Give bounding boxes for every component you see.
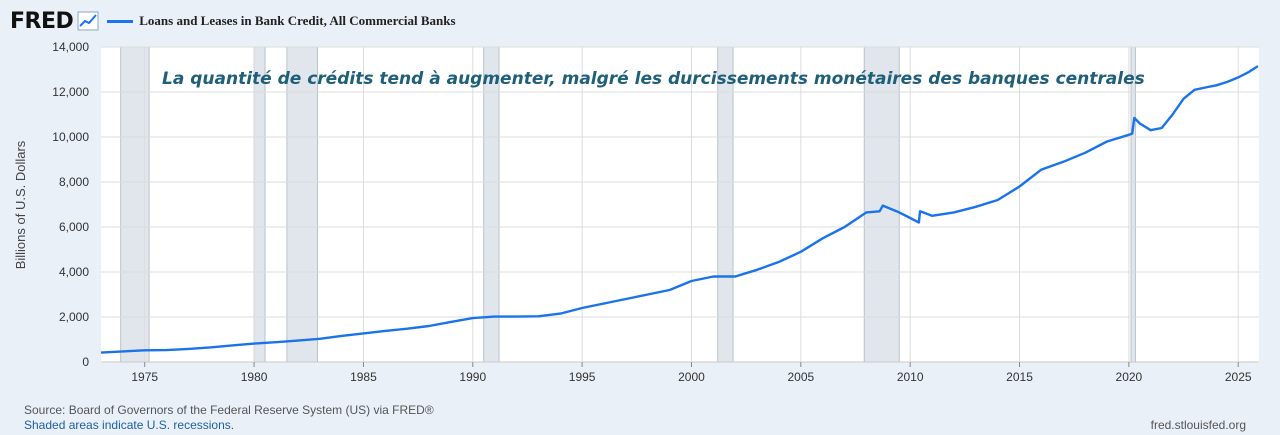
legend-swatch [107,19,134,23]
chart-header: FRED Loans and Leases in Bank Credit, Al… [10,6,456,36]
fred-site-link[interactable]: fred.stlouisfed.org [1150,418,1246,432]
y-tick-label: 6,000 [59,220,89,234]
x-axis-ticks: 1975 1980 1985 1990 1995 2000 2005 2010 2015 2020… [131,362,1252,384]
line-chart: 02,0004,0006,0008,00010,00012,00014,000 … [13,40,1259,384]
x-tick-label: 2015 [1006,370,1033,384]
x-tick-label: 1980 [241,370,268,384]
y-tick-label: 4,000 [59,265,89,279]
x-tick-label: 2000 [678,370,705,384]
x-tick-label: 2020 [1116,370,1143,384]
series-line [100,65,1259,354]
y-axis-ticks: 0 2,000 4,000 6,000 8,000 10,000 12,000 14,000 [52,40,89,369]
x-tick-label: 2025 [1225,370,1252,384]
grid-lines [101,46,1259,363]
chart-trend-icon [77,11,99,31]
x-tick-label: 1975 [131,370,158,384]
x-tick-label: 1995 [569,370,596,384]
recession-note-link[interactable]: Shaded areas indicate U.S. recessions. [24,418,235,432]
recession-band [253,46,266,363]
recession-band [717,46,734,363]
recession-band [483,46,500,363]
chart-annotation: La quantité de crédits tend à augmenter,… [162,69,1145,89]
y-tick-label: 2,000 [59,310,89,324]
x-tick-label: 1985 [350,370,377,384]
x-tick-label: 2005 [787,370,814,384]
y-tick-label: 14,000 [52,40,89,54]
y-tick-label: 0 [82,355,89,369]
legend-label: Loans and Leases in Bank Credit, All Com… [139,13,456,28]
fred-logo[interactable]: FRED [10,8,74,34]
legend: Loans and Leases in Bank Credit, All Com… [107,13,456,29]
y-axis-label: Billions of U.S. Dollars [13,140,28,269]
recession-band [863,46,900,363]
plot-area [101,47,1259,362]
x-tick-label: 1990 [459,370,486,384]
recession-band [286,46,319,363]
y-tick-label: 12,000 [52,85,89,99]
y-tick-label: 8,000 [59,175,89,189]
x-tick-label: 2010 [897,370,924,384]
recession-band [1130,46,1136,363]
source-note: Source: Board of Governors of the Federa… [24,403,434,417]
y-tick-label: 10,000 [52,130,89,144]
